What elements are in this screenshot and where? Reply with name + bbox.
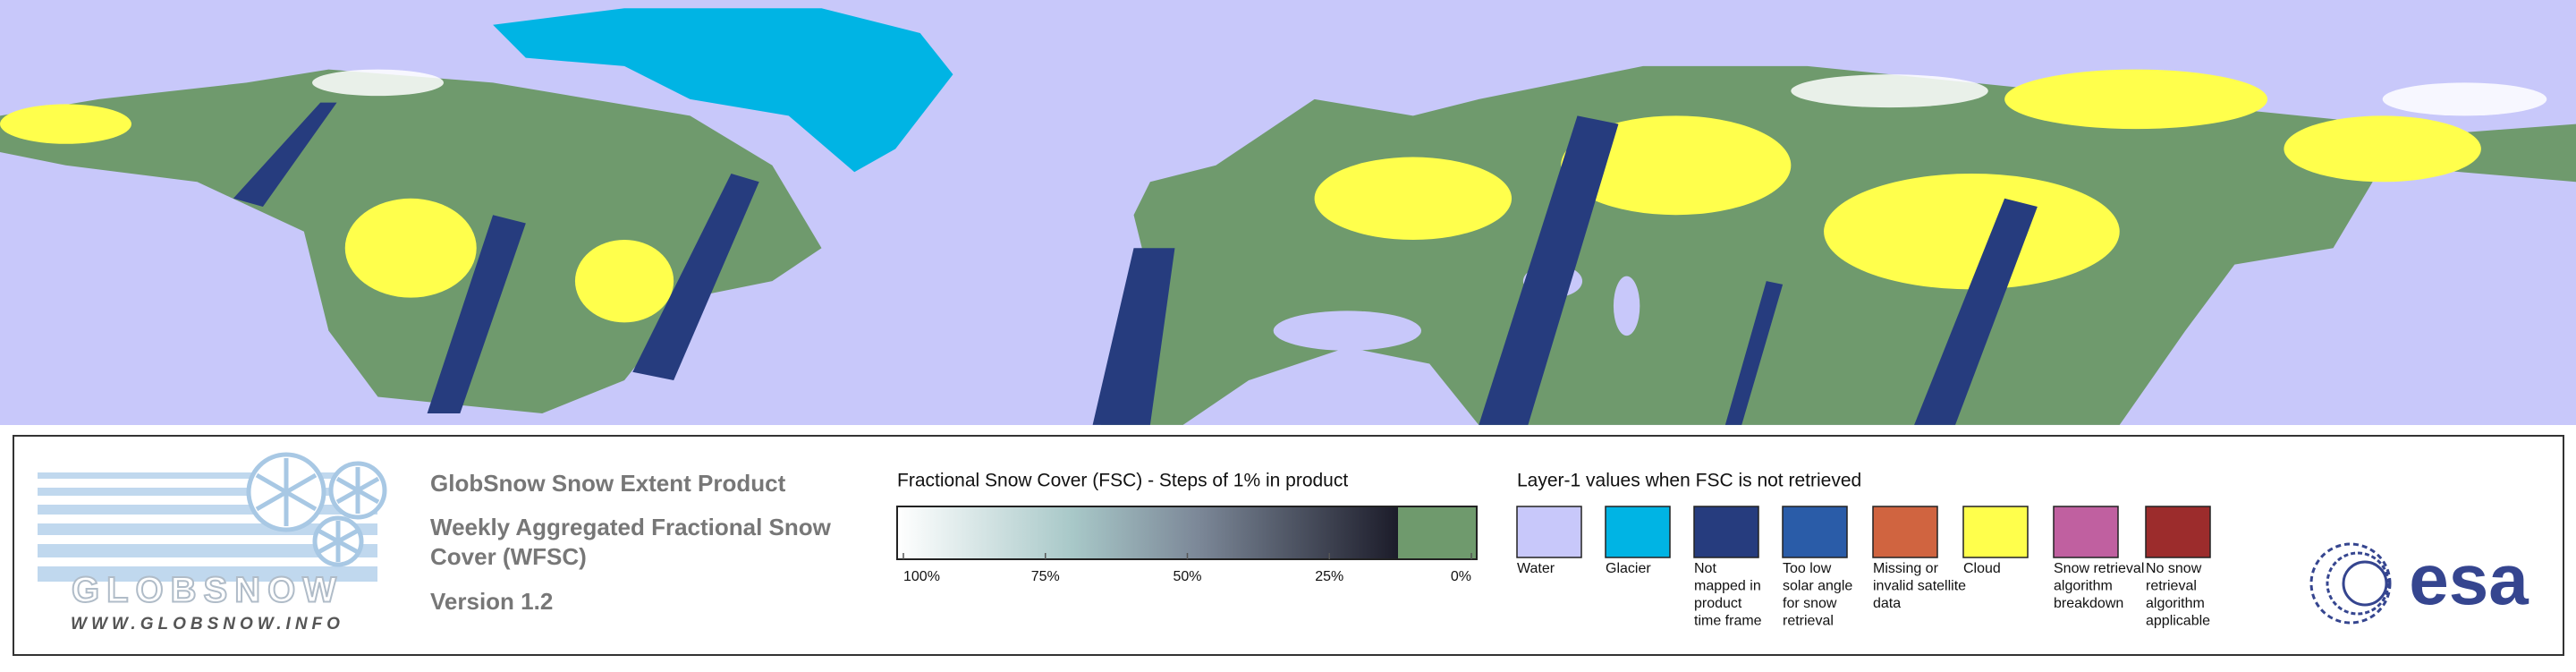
legend-label: breakdown	[2054, 596, 2123, 611]
legend-label: retrieval	[1783, 614, 1834, 629]
mediterranean	[1273, 310, 1422, 351]
legend-label: Snow retrieval	[2054, 561, 2144, 576]
legend-label: mapped in	[1694, 579, 1761, 594]
legend-label: Missing or	[1873, 561, 1939, 576]
unmapped-swaths	[233, 102, 2038, 425]
fsc-tick-label: 75%	[1031, 569, 1060, 584]
fsc-tick-label: 50%	[1173, 569, 1201, 584]
legend-swatch	[1693, 506, 1759, 558]
product-subtitle: Cover (WFSC)	[430, 543, 587, 570]
product-version: Version 1.2	[430, 588, 553, 615]
legend-swatch	[1782, 506, 1848, 558]
legend-label: for snow	[1783, 596, 1837, 611]
fsc-legend-title: Fractional Snow Cover (FSC) - Steps of 1…	[897, 471, 1348, 491]
esa-wordmark: esa	[2409, 540, 2529, 619]
product-title: GlobSnow Snow Extent Product	[430, 470, 786, 497]
legend-swatch	[1962, 506, 2029, 558]
landmasses	[0, 8, 2576, 425]
product-titles: GlobSnow Snow Extent Product Weekly Aggr…	[430, 470, 832, 615]
legend-label: retrieval	[2146, 579, 2197, 594]
fsc-zero	[1398, 506, 1477, 559]
legend-swatch	[1605, 506, 1671, 558]
esa-logo: esa	[2309, 540, 2529, 625]
legend-label: applicable	[2146, 614, 2210, 629]
legend-label: data	[1873, 596, 1901, 611]
legend-swatch	[1516, 506, 1582, 558]
legend-label: algorithm	[2054, 579, 2113, 594]
snow-areas	[312, 69, 2547, 116]
legend-label: Water	[1517, 561, 1555, 576]
legend-label: product	[1694, 596, 1742, 611]
legend-label: solar angle	[1783, 579, 1852, 594]
layer1-legend-title: Layer-1 values when FSC is not retrieved	[1517, 471, 1861, 491]
fsc-tick-label: 100%	[903, 569, 940, 584]
legend-label: Cloud	[1963, 561, 2001, 576]
legend-label: algorithm	[2146, 596, 2205, 611]
logo-stripes	[38, 472, 377, 582]
fsc-gradient	[897, 506, 1398, 559]
cloud-areas	[0, 69, 2481, 323]
map	[0, 0, 2576, 425]
logo-name: GLOBSNOW	[72, 571, 343, 610]
legend-label: No snow	[2146, 561, 2202, 576]
product-subtitle: Weekly Aggregated Fractional Snow	[430, 514, 832, 540]
legend-label: Glacier	[1606, 561, 1651, 576]
legend-swatch	[2053, 506, 2119, 558]
globsnow-logo: GLOBSNOW WWW.GLOBSNOW.INFO	[38, 452, 387, 634]
logo-url: WWW.GLOBSNOW.INFO	[71, 615, 344, 634]
legend-label: Not	[1694, 561, 1716, 576]
caspian-sea	[1613, 276, 1640, 336]
legend-swatch	[1872, 506, 1938, 558]
fsc-tick-label: 25%	[1315, 569, 1343, 584]
greenland	[493, 8, 953, 173]
fsc-tick-label: 0%	[1451, 569, 1471, 584]
legend-label: Too low	[1783, 561, 1832, 576]
logo-snowflakes	[246, 452, 387, 567]
fsc-legend: Fractional Snow Cover (FSC) - Steps of 1…	[896, 471, 1478, 584]
legend-label: invalid satellite	[1873, 579, 1966, 594]
legend-swatch	[2145, 506, 2211, 558]
legend-label: time frame	[1694, 614, 1762, 629]
layer1-legend: Layer-1 values when FSC is not retrieved…	[1516, 471, 2211, 629]
